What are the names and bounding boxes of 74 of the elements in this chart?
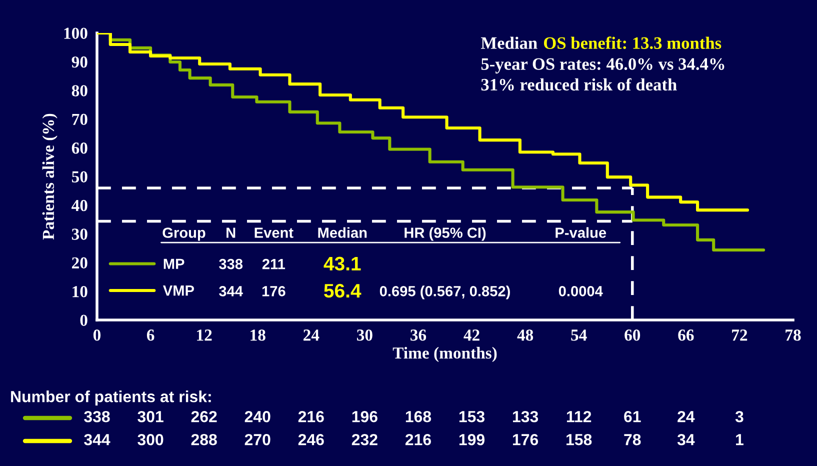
x-tick-label: 54: [571, 330, 587, 341]
annotation: Median: [480, 36, 538, 49]
text: 24: [678, 410, 695, 422]
text: 216: [405, 434, 431, 446]
x-tick-label: 60: [624, 330, 640, 341]
x-tick-label: 0: [93, 330, 101, 341]
legend-label: VMP: [162, 286, 194, 296]
y-tick-label: 30: [72, 228, 88, 240]
x-tick-label: 12: [197, 330, 212, 341]
text: 216: [298, 410, 324, 422]
text: 34: [677, 434, 695, 446]
annotation: P-value: [556, 227, 606, 238]
y-tick-label: 60: [72, 142, 88, 154]
text: 270: [244, 434, 270, 446]
annotation: 338: [219, 258, 243, 270]
annotation: 31% reduced risk of death: [481, 78, 677, 91]
annotation: 344: [219, 286, 243, 296]
x-tick-label: 48: [517, 330, 534, 341]
text: 196: [352, 410, 378, 422]
annotation: Event: [254, 228, 294, 238]
x-tick-label: 66: [678, 330, 694, 341]
y-tick-label: 80: [72, 85, 88, 96]
annotation: 43.1: [324, 256, 361, 271]
x-tick-label: 72: [732, 330, 748, 341]
y-tick-label: 50: [72, 171, 88, 182]
x-tick-label: 18: [250, 330, 266, 341]
annotation: 0.0004: [558, 286, 603, 296]
text: 262: [191, 410, 217, 422]
x-tick-label: 30: [356, 330, 372, 341]
text: 3: [735, 410, 744, 422]
y-tick-label: 70: [72, 114, 88, 126]
annotation: Median: [318, 227, 367, 238]
x-tick-label: 36: [410, 330, 426, 341]
x-tick-label: 42: [464, 330, 480, 341]
x-tick-label: 6: [146, 330, 154, 341]
text: 78: [624, 434, 641, 446]
text: 112: [566, 410, 592, 422]
text: 344: [84, 434, 110, 446]
x-tick-label: 24: [304, 330, 320, 341]
annotation: Group: [162, 228, 206, 241]
text: 240: [244, 410, 270, 422]
legend-label: MP: [164, 258, 184, 269]
y-tick-label: 100: [64, 28, 88, 39]
text: 1: [736, 434, 744, 446]
text: 300: [138, 434, 164, 446]
text: 153: [459, 410, 485, 422]
text: 338: [84, 410, 110, 422]
text: 176: [512, 434, 538, 446]
annotation: 211: [262, 258, 286, 270]
y-tick-label: 10: [72, 286, 88, 298]
text: 133: [512, 410, 538, 422]
annotation: OS benefit: 13.3 months: [544, 36, 722, 50]
text: 199: [459, 434, 485, 446]
annotation: 5-year OS rates: 46.0% vs 34.4%: [481, 58, 724, 74]
text: 301: [138, 410, 164, 422]
text: 232: [352, 434, 378, 446]
y-tick-label: 90: [72, 56, 88, 68]
annotation: N: [226, 228, 236, 238]
x-tick-label: 78: [786, 330, 801, 341]
text: 168: [406, 410, 432, 422]
text: 246: [298, 434, 324, 446]
y-tick-label: 40: [72, 200, 88, 212]
annotation: 0.695 (0.567, 0.852): [380, 286, 510, 300]
text: 61: [624, 410, 641, 422]
text: 158: [566, 434, 592, 446]
text: 288: [191, 434, 217, 446]
x-axis-title: Time (months): [392, 346, 497, 362]
y-tick-label: 20: [72, 257, 88, 269]
annotation: 176: [262, 286, 286, 296]
annotation: 56.4: [324, 284, 362, 298]
annotation: HR (95% CI): [404, 227, 486, 241]
y-tick-label: 0: [80, 314, 88, 326]
text: Number of patients at risk:: [11, 390, 211, 406]
y-axis-title: Patients alive (%): [42, 114, 58, 240]
